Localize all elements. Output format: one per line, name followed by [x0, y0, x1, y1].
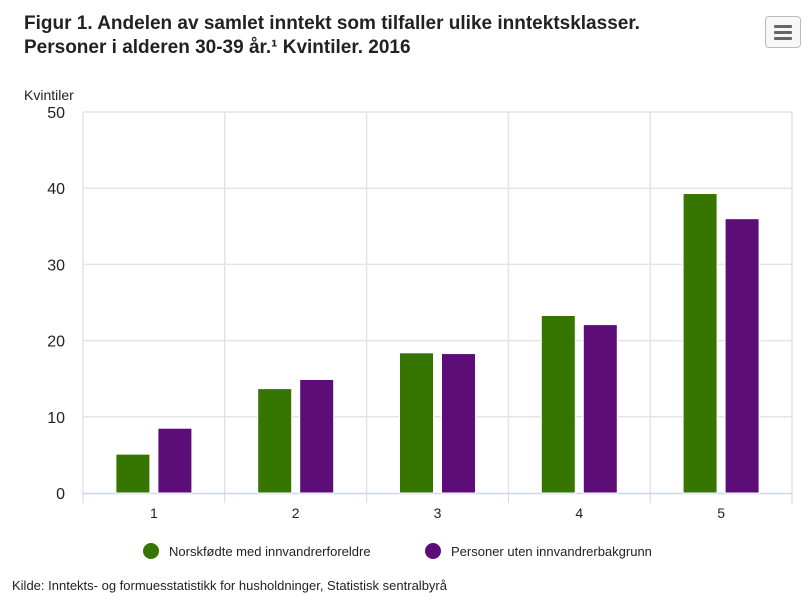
legend-item-0[interactable]: Norskfødte med innvandrerforeldre	[143, 543, 371, 559]
y-tick-label: 50	[47, 105, 65, 122]
bar-norskfodte	[682, 193, 718, 494]
source-note: Kilde: Inntekts- og formuesstatistikk fo…	[12, 578, 447, 593]
chart-title: Figur 1. Andelen av samlet inntekt som t…	[24, 12, 744, 60]
chart-menu-button[interactable]	[765, 16, 801, 48]
x-tick-label: 3	[434, 505, 442, 521]
y-axis-title: Kvintiler	[24, 87, 74, 103]
hamburger-icon	[774, 25, 792, 28]
legend-item-1[interactable]: Personer uten innvandrerbakgrunn	[425, 543, 652, 559]
x-tick-label: 4	[575, 505, 583, 521]
y-tick-label: 20	[47, 334, 65, 351]
bar-norskfodte	[115, 453, 151, 494]
bar-norskfodte	[257, 388, 293, 494]
y-tick-label: 40	[47, 181, 65, 198]
title-line-1: Figur 1. Andelen av samlet inntekt som t…	[24, 13, 640, 34]
legend-label: Personer uten innvandrerbakgrunn	[451, 543, 652, 559]
legend-marker	[143, 543, 159, 559]
bar-uten-innvandrerbakgrunn	[157, 427, 193, 494]
hamburger-icon-bar	[774, 31, 792, 34]
bar-uten-innvandrerbakgrunn	[299, 378, 335, 494]
bar-uten-innvandrerbakgrunn	[724, 218, 760, 494]
legend-label: Norskfødte med innvandrerforeldre	[169, 543, 371, 559]
y-tick-label: 0	[56, 486, 65, 503]
y-tick-label: 30	[47, 257, 65, 274]
y-tick-label: 10	[47, 410, 65, 427]
bar-norskfodte	[540, 314, 576, 494]
x-tick-label: 5	[717, 505, 725, 521]
bar-norskfodte	[399, 352, 434, 494]
hamburger-icon-bar	[774, 37, 792, 40]
title-line-2: Personer i alderen 30-39 år.¹ Kvintiler.…	[24, 37, 411, 58]
legend-marker	[425, 543, 441, 559]
bar-uten-innvandrerbakgrunn	[582, 324, 618, 494]
bar-uten-innvandrerbakgrunn	[441, 353, 476, 494]
x-tick-label: 1	[150, 505, 158, 521]
x-tick-label: 2	[292, 505, 300, 521]
